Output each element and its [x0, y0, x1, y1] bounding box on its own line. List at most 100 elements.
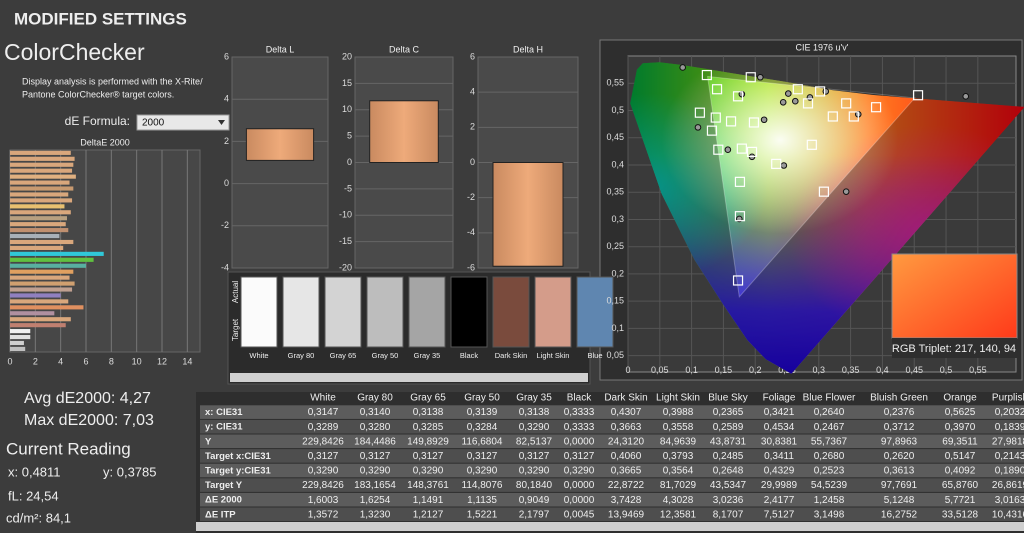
swatch-label: Gray 65 — [330, 351, 357, 360]
column-header: Gray 35 — [516, 393, 552, 404]
cell: 16,2752 — [881, 509, 918, 520]
y-tick-label: -2 — [467, 192, 475, 202]
bar — [10, 192, 69, 197]
table-scrollbar[interactable] — [196, 522, 1024, 531]
deltae-title: DeltaE 2000 — [80, 137, 130, 147]
target-point — [848, 111, 859, 122]
cell: 5,7721 — [945, 495, 976, 506]
target-point — [802, 98, 814, 109]
swatch-label: Gray 50 — [372, 351, 399, 360]
row-bg — [200, 405, 1024, 419]
cell: 0,3970 — [945, 422, 976, 433]
cell: 0,5147 — [945, 451, 976, 462]
cell: 29,9989 — [761, 480, 798, 491]
cell: 0,3290 — [519, 466, 550, 477]
range-bar — [492, 162, 564, 267]
cell: 0,3421 — [764, 407, 795, 418]
cell: 0,3127 — [308, 451, 339, 462]
y-tick-label: 0 — [347, 157, 352, 167]
measured-point — [842, 188, 850, 195]
formula-dropdown[interactable] — [136, 114, 230, 131]
cell: 0,3285 — [413, 422, 444, 433]
deltae-plot — [9, 149, 201, 353]
cell: 80,1840 — [516, 480, 553, 491]
swatch-label: Light Skin — [537, 351, 570, 360]
measured-point — [822, 88, 830, 95]
target-point — [732, 275, 744, 286]
x-tick-label: 12 — [157, 356, 167, 366]
bar — [10, 180, 70, 185]
y-tick-label: 10 — [342, 104, 352, 114]
cell: 0,3127 — [413, 451, 444, 462]
reading-fl: fL: 24,54 — [8, 488, 59, 503]
cell: 0,3139 — [467, 407, 498, 418]
cell: 3,0236 — [713, 495, 744, 506]
formula-value[interactable]: 2000 — [142, 118, 165, 129]
row-label: ΔE 2000 — [205, 495, 242, 506]
y-tick-label: 6 — [470, 51, 475, 61]
cie-title: CIE 1976 u'v' — [796, 42, 849, 52]
x-tick-label: 0 — [7, 356, 12, 366]
cell: 0,1839 — [995, 422, 1024, 433]
cell: 148,3761 — [407, 480, 449, 491]
column-header: White — [310, 393, 336, 404]
reading-y: y: 0,3785 — [103, 464, 157, 479]
y-tick-label: 0,2 — [611, 268, 624, 278]
cell: 0,3127 — [467, 451, 498, 462]
cell: 2,4177 — [764, 495, 795, 506]
cell: 183,1654 — [354, 480, 396, 491]
bar — [10, 334, 31, 340]
column-header: Gray 65 — [410, 393, 446, 404]
y-tick-label: 2 — [224, 136, 229, 146]
reading-x: x: 0,4811 — [8, 464, 61, 479]
measured-point — [962, 93, 970, 100]
cell: 30,8381 — [761, 436, 798, 447]
cell: 84,9639 — [660, 436, 697, 447]
swatch — [450, 276, 488, 348]
cell: 0,4329 — [764, 466, 795, 477]
formula-label: dE Formula: — [65, 114, 130, 128]
delta-title: Delta H — [513, 44, 543, 54]
x-tick-label: 0,05 — [651, 365, 669, 375]
bar — [10, 340, 24, 346]
column-header: Blue Flower — [803, 393, 856, 404]
measured-point — [757, 73, 764, 81]
measured-point — [760, 116, 768, 124]
cell: 1,3230 — [360, 509, 391, 520]
x-tick-label: 10 — [132, 356, 142, 366]
cell: 97,7691 — [881, 480, 918, 491]
axis-label: Target — [231, 318, 240, 341]
x-tick-label: 0,3 — [813, 365, 826, 375]
y-tick-label: -15 — [339, 236, 352, 246]
gamut-fill — [630, 62, 1024, 374]
column-header: Light Skin — [656, 393, 700, 404]
target-point — [771, 158, 782, 169]
bar — [10, 287, 73, 292]
column-header: Blue Sky — [708, 393, 747, 404]
bar — [10, 204, 65, 209]
scrollbar[interactable] — [230, 373, 588, 382]
x-tick-label: 2 — [33, 356, 38, 366]
y-tick-label: 4 — [470, 87, 475, 97]
cell: 0,2523 — [814, 466, 845, 477]
cell: 0,3333 — [564, 422, 595, 433]
range-bar — [369, 100, 439, 163]
row-label: y: CIE31 — [205, 422, 243, 433]
target-point — [827, 111, 838, 122]
cell: 22,8722 — [608, 480, 645, 491]
bar — [10, 198, 73, 203]
cell: 7,5127 — [764, 509, 795, 520]
cell: 0,2376 — [884, 407, 915, 418]
target-point — [745, 72, 756, 83]
swatch — [366, 276, 404, 348]
target-point — [734, 176, 746, 187]
description: Display analysis is performed with the X… — [22, 76, 203, 86]
measured-point — [694, 124, 702, 131]
header-title: MODIFIED SETTINGS — [14, 9, 187, 28]
row-label: Target y:CIE31 — [205, 466, 272, 477]
target-point — [725, 116, 737, 127]
bar — [10, 305, 84, 310]
cell: 0,2143 — [995, 451, 1024, 462]
swatch-label: White — [249, 351, 268, 360]
bar — [10, 168, 73, 173]
